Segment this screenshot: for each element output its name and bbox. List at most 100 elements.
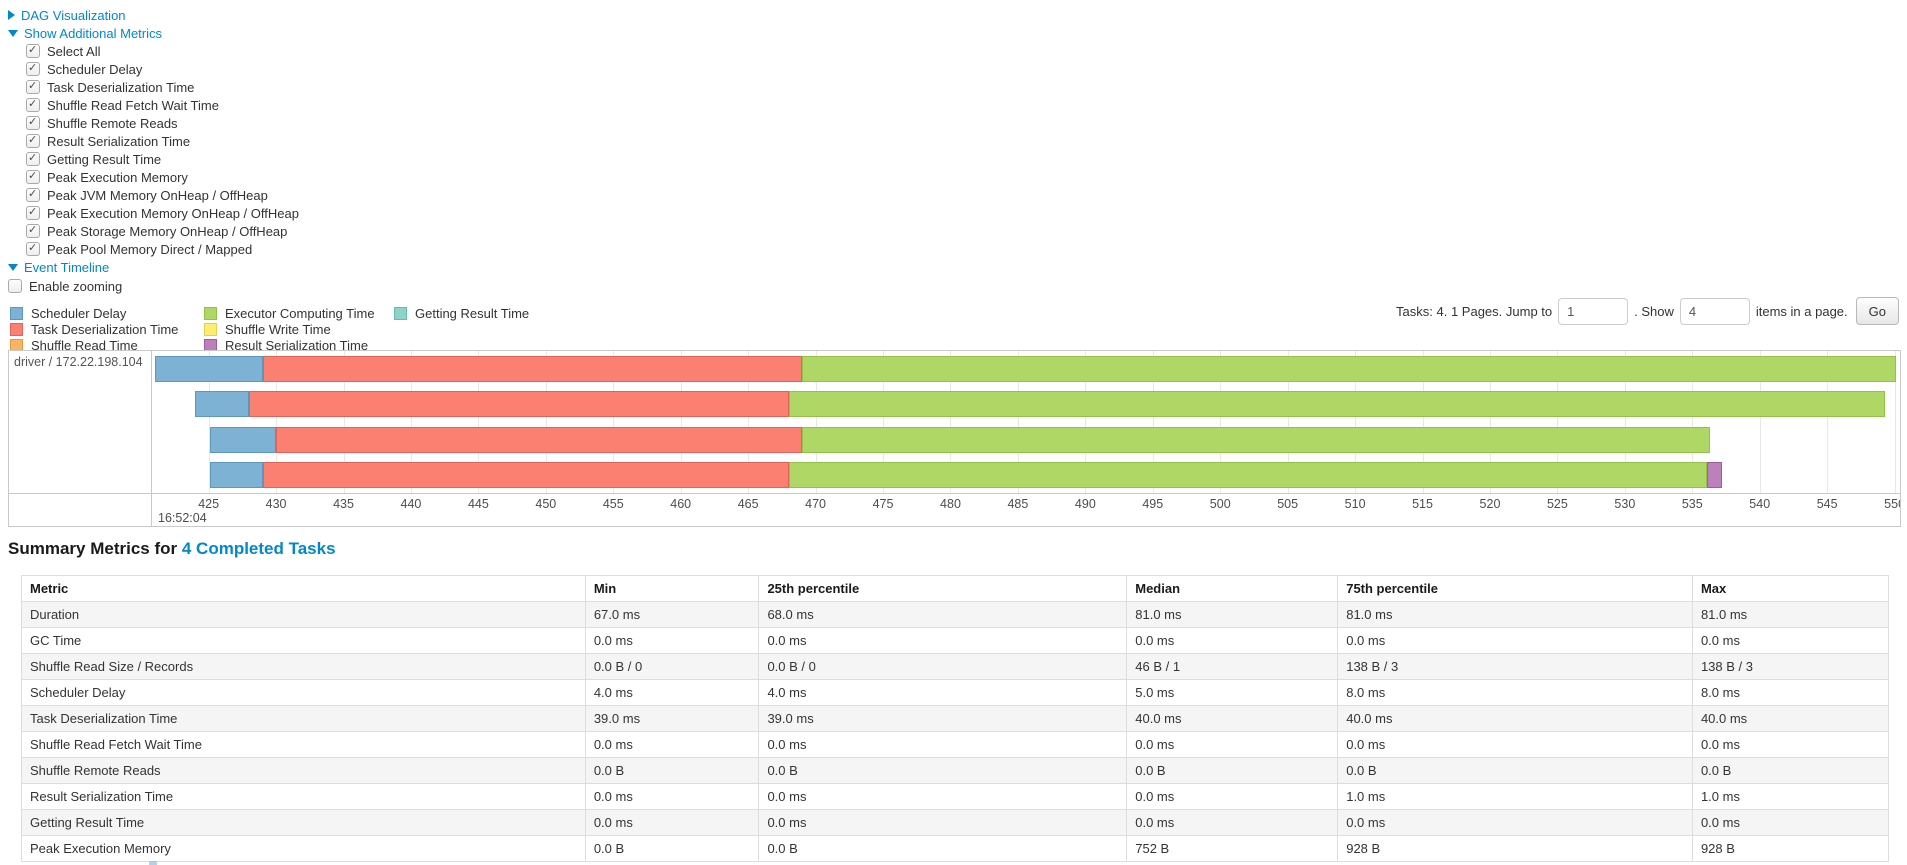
task-bar-segment-scheduler-delay[interactable] [154,356,263,382]
metric-checkbox[interactable] [26,79,40,94]
task-bar-segment-deserialization[interactable] [249,391,789,418]
task-bar-segment-result-serialization[interactable] [1707,462,1722,489]
shuffle-write-swatch-icon [204,323,217,336]
task-bar-segment-deserialization[interactable] [262,462,789,489]
timeline-tick-label: 435 [333,497,354,511]
enable-zooming-checkbox[interactable] [8,279,22,293]
task-bar-segment-scheduler-delay[interactable] [209,462,263,489]
summary-table-cell: 0.0 ms [1691,809,1890,836]
summary-table-cell: 67.0 ms [584,601,760,628]
metric-checkbox-row[interactable]: Shuffle Remote Reads [26,114,299,132]
timeline-gridline [410,351,412,493]
summary-table-cell: Shuffle Read Fetch Wait Time [21,731,586,758]
timeline-tick-label: 460 [670,497,692,511]
task-bar-segment-deserialization[interactable] [276,426,803,453]
metric-checkbox-label: Task Deserialization Time [47,79,195,95]
metric-checkbox-row[interactable]: Peak Execution Memory [26,168,299,186]
metric-checkbox-row[interactable]: Shuffle Read Fetch Wait Time [26,96,299,114]
jump-to-page-input[interactable] [1558,297,1629,325]
metric-checkbox[interactable] [26,223,40,238]
metric-checkbox[interactable] [26,205,40,220]
clipped-next-section [149,861,157,865]
metric-checkbox-row[interactable]: Result Serialization Time [26,132,299,150]
page-size-input[interactable] [1679,297,1750,325]
summary-table-cell: 81.0 ms [1337,601,1693,628]
task-bar-segment-executor-computing[interactable] [788,462,1708,489]
timeline-tick-label: 455 [602,497,624,511]
timeline-tick-label: 425 [198,497,220,511]
summary-table-cell: 40.0 ms [1126,705,1339,732]
task-bar-segment-scheduler-delay[interactable] [195,391,250,418]
timeline-tick-label: 525 [1546,497,1568,511]
timeline-plot-area[interactable] [152,351,1900,493]
metric-checkbox[interactable] [26,115,40,130]
executor-row-label: driver / 172.22.198.104 [14,355,143,369]
enable-zooming-label: Enable zooming [29,278,123,294]
event-timeline-toggle[interactable]: Event Timeline [8,258,299,276]
summary-table-cell: 0.0 B [758,835,1128,862]
metric-checkbox[interactable] [26,97,40,112]
metric-checkbox-label: Scheduler Delay [47,61,143,77]
timeline-gridline [545,351,547,493]
metric-checkbox-row[interactable]: Peak Execution Memory OnHeap / OffHeap [26,204,299,222]
summary-table-cell: 5.0 ms [1126,679,1339,706]
task-bar-segment-deserialization[interactable] [262,356,803,382]
completed-tasks-link[interactable]: 4 Completed Tasks [181,539,336,558]
metric-checkbox[interactable] [26,43,40,58]
metric-checkbox-label: Peak Pool Memory Direct / Mapped [47,241,253,257]
metric-checkbox-row[interactable]: Peak Pool Memory Direct / Mapped [26,240,299,258]
summary-table-cell: 0.0 B / 0 [758,653,1128,680]
summary-table-cell: 1.0 ms [1691,783,1890,810]
metric-checkbox[interactable] [26,151,40,166]
show-additional-metrics-toggle[interactable]: Show Additional Metrics [8,24,299,42]
task-bar-segment-executor-computing[interactable] [802,426,1710,453]
metric-checkbox[interactable] [26,61,40,76]
timeline-tick-label: 540 [1749,497,1771,511]
timeline-gridline [1287,351,1289,493]
summary-table-cell: 81.0 ms [1691,601,1890,628]
metric-checkbox[interactable] [26,241,40,256]
summary-table-cell: 0.0 B [1126,757,1339,784]
dag-visualization-toggle[interactable]: DAG Visualization [8,6,299,24]
summary-table-cell: 0.0 ms [758,783,1128,810]
metric-checkbox-row[interactable]: Peak Storage Memory OnHeap / OffHeap [26,222,299,240]
summary-table-cell: 0.0 ms [584,627,760,654]
legend-label: Shuffle Read Time [31,338,138,353]
metric-checkbox[interactable] [26,187,40,202]
summary-table-cell: 4.0 ms [758,679,1128,706]
legend-label: Task Deserialization Time [31,322,179,337]
timeline-gridline [883,351,885,493]
task-bar-segment-scheduler-delay[interactable] [209,426,277,453]
metric-checkbox[interactable] [26,169,40,184]
go-button[interactable]: Go [1855,297,1899,325]
timeline-group-label-column: driver / 172.22.198.104 [9,351,152,526]
legend-item: Executor Computing Time [204,306,375,321]
metric-checkbox-row[interactable]: Getting Result Time [26,150,299,168]
timeline-tick-label: 505 [1277,497,1299,511]
metric-checkbox-row[interactable]: Scheduler Delay [26,60,299,78]
timeline-gridline [1692,351,1694,493]
timeline-gridline [1827,351,1829,493]
enable-zooming-row[interactable]: Enable zooming [8,277,299,295]
legend-item: Shuffle Read Time [10,338,178,353]
task-bar-segment-executor-computing[interactable] [788,391,1886,418]
timeline-gridline [276,351,278,493]
summary-table-cell: 138 B / 3 [1337,653,1693,680]
metric-checkbox-label: Peak Execution Memory OnHeap / OffHeap [47,205,299,221]
metric-checkbox-row[interactable]: Task Deserialization Time [26,78,299,96]
metric-checkbox-label: Peak Storage Memory OnHeap / OffHeap [47,223,288,239]
metric-checkbox-row[interactable]: Select All [26,42,299,60]
pagination-controls: Tasks: 4. 1 Pages. Jump to . Show items … [1396,296,1899,326]
timeline-gridline [815,351,817,493]
metric-checkbox[interactable] [26,133,40,148]
summary-table-row: GC Time 0.0 ms 0.0 ms 0.0 ms 0.0 ms 0.0 ms [21,627,1890,654]
metric-checkbox-row[interactable]: Peak JVM Memory OnHeap / OffHeap [26,186,299,204]
summary-column-header: 25th percentile [758,575,1128,602]
summary-table-cell: 0.0 ms [584,731,760,758]
summary-table-cell: 0.0 ms [1126,731,1339,758]
summary-table-cell: 0.0 ms [1337,627,1693,654]
legend-item: Shuffle Write Time [204,322,375,337]
task-bar-segment-executor-computing[interactable] [802,356,1896,382]
summary-table-cell: 0.0 ms [758,627,1128,654]
